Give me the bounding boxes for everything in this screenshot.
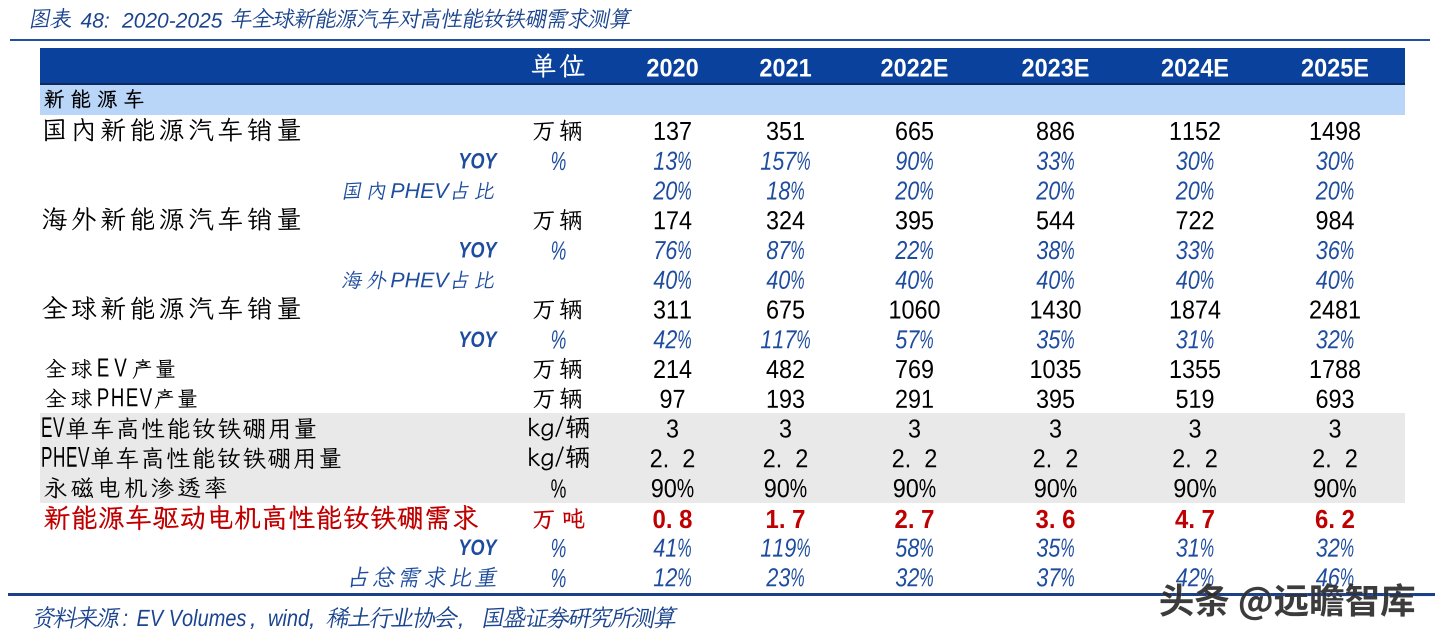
svg-text:YOY: YOY — [458, 150, 498, 174]
svg-text:6. 2: 6. 2 — [1315, 505, 1355, 534]
svg-text:%: % — [551, 147, 567, 176]
svg-text:YOY: YOY — [458, 239, 498, 263]
svg-text:1. 7: 1. 7 — [766, 505, 806, 534]
svg-text:%: % — [551, 563, 567, 592]
svg-text:%: % — [551, 236, 567, 265]
svg-text:2022E: 2022E — [881, 55, 949, 83]
svg-text:2. 7: 2. 7 — [895, 505, 935, 534]
svg-text:2020: 2020 — [646, 55, 698, 83]
svg-text:2023E: 2023E — [1022, 55, 1090, 83]
svg-text:4. 7: 4. 7 — [1175, 505, 1215, 534]
svg-text:%: % — [551, 474, 567, 503]
svg-text:%: % — [551, 534, 567, 563]
svg-text:YOY: YOY — [458, 328, 498, 352]
svg-text:%: % — [551, 325, 567, 354]
svg-text:YOY: YOY — [458, 537, 498, 561]
svg-text:2025E: 2025E — [1301, 55, 1369, 83]
svg-text:3. 6: 3. 6 — [1036, 505, 1076, 534]
svg-text:0. 8: 0. 8 — [653, 505, 693, 534]
svg-text:2021: 2021 — [759, 55, 811, 83]
svg-text:2024E: 2024E — [1161, 55, 1229, 83]
